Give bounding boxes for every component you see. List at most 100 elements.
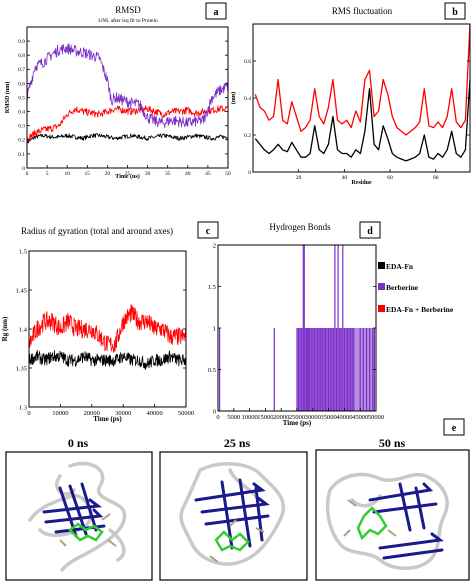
y-tick-label: 0.7 (18, 67, 25, 73)
panel-b-label: b (452, 7, 458, 18)
x-tick-label: 20 (296, 175, 302, 181)
y-tick-label: 0.6 (18, 81, 25, 87)
panel-d: Hydrogen Bonds d 0 5000 10000 15000 20000 250… (208, 221, 384, 427)
y-axis-label-a: RMSD (nm) (4, 82, 11, 114)
y-tick-label: 1.3 (19, 404, 27, 411)
x-tick-label: 40000 (146, 410, 162, 417)
x-axis-label-c: Time (ps) (93, 415, 122, 423)
panel-d-label-box (359, 221, 381, 239)
x-tick-label: 10000 (52, 410, 68, 417)
panel-e: e 0 ns 25 ns 50 ns (5, 418, 470, 581)
x-tick-label: 40000 (336, 414, 352, 421)
panel-b-title: RMS fluctuation (332, 6, 393, 16)
y-tick-label: 0.3 (18, 124, 25, 130)
y-tick-label: 1.35 (16, 365, 27, 372)
y-tick-label: 1.5 (19, 248, 27, 255)
x-tick-label: 30000 (115, 410, 131, 417)
y-tick-label: 0.9 (18, 39, 25, 45)
x-tick-label: 10 (64, 171, 70, 177)
y-tick-label: 0.2 (18, 138, 25, 144)
legend: EDA-Fn Berberine EDA-Fn + Berberine (378, 262, 454, 314)
x-tick-label: 25000 (289, 414, 305, 421)
panel-c: Radius of gyration (total and around axe… (1, 221, 219, 423)
y-tick-label: 0.5 (208, 367, 216, 374)
y-tick-label: 2 (213, 242, 216, 249)
series-line-a-0 (26, 133, 229, 145)
axes-d: 0 5000 10000 15000 20000 25000 30000 35000 40000… (208, 242, 384, 427)
protein-structure-50ns (315, 449, 470, 581)
panel-a-label-box (205, 2, 227, 20)
x-tick-label: 15 (85, 171, 91, 177)
panel-b: RMS fluctuation b 20 40 60 80 0 0.2 0.4 0.6 Resi… (230, 2, 471, 186)
x-tick-label: 15000 (257, 414, 273, 421)
y-tick-label: 0.4 (18, 110, 25, 116)
x-tick-label: 5 (46, 171, 49, 177)
y-tick-label: 0 (248, 170, 251, 176)
legend-label-berberine: Berberine (386, 283, 419, 292)
panel-a-label: a (214, 7, 219, 18)
y-axis-label-c: Rg (nm) (1, 316, 9, 341)
x-tick-label: 50 (225, 171, 231, 177)
x-tick-label: 40 (342, 175, 348, 181)
snapshot-label-25ns: 25 ns (224, 436, 251, 450)
x-axis-label-b: Residue (351, 180, 372, 186)
y-tick-label: 1.45 (16, 287, 27, 294)
panel-a-subtitle: UNL after lsq fit to Protein (98, 17, 158, 24)
y-tick-label: 1 (213, 325, 216, 332)
x-tick-label: 80 (433, 175, 439, 181)
legend-swatch-berberine (378, 283, 385, 290)
panel-b-label-box (444, 2, 466, 20)
legend-label-eda-fn: EDA-Fn (386, 262, 414, 271)
y-tick-label: 0 (22, 166, 25, 172)
panel-e-label: e (452, 423, 457, 434)
protein-structure-25ns (159, 451, 308, 581)
panel-c-label-box (197, 221, 219, 239)
x-tick-label: 35000 (320, 414, 336, 421)
y-tick-label: 1.4 (19, 326, 28, 333)
legend-swatch-eda-fn (378, 262, 385, 269)
panel-c-title: Radius of gyration (total and around axe… (21, 226, 173, 236)
x-tick-label: 50000 (368, 414, 384, 421)
y-tick-label: 0.1 (18, 152, 25, 158)
y-axis-label-b: (nm) (230, 92, 237, 104)
x-tick-label: 35 (165, 171, 171, 177)
series-line-b-0 (254, 23, 471, 136)
x-tick-label: 50000 (178, 410, 194, 417)
x-axis-label-a: Time (ns) (115, 173, 139, 180)
panel-a-title: RMSD (115, 5, 141, 15)
x-tick-label: 25 (125, 171, 131, 177)
x-tick-label: 0 (26, 171, 29, 177)
legend-label-eda-fn-berberine: EDA-Fn + Berberine (386, 305, 454, 314)
y-tick-label: 0.2 (244, 133, 251, 139)
y-tick-label: 0.8 (18, 53, 25, 59)
y-tick-label: 0.5 (18, 95, 25, 101)
x-tick-label: 0 (216, 414, 219, 421)
x-tick-label: 10000 (241, 414, 257, 421)
legend-swatch-eda-fn-berberine (378, 305, 385, 312)
panel-a: RMSD UNL after lsq fit to Protein a 0 5 10… (4, 2, 231, 180)
y-tick-label: 0.4 (244, 96, 251, 102)
x-tick-label: 20000 (84, 410, 100, 417)
series-line-c-1 (28, 349, 187, 370)
series-line-a-1 (26, 105, 229, 142)
x-tick-label: 20 (105, 171, 111, 177)
axes-c: 0 10000 20000 30000 40000 50000 1.3 1.35 1.4 1.45… (1, 248, 194, 423)
panel-c-label: c (206, 226, 211, 237)
x-tick-label: 30000 (305, 414, 321, 421)
x-tick-label: 0 (27, 410, 30, 417)
x-tick-label: 40 (185, 171, 191, 177)
x-tick-label: 60 (387, 175, 393, 181)
y-tick-label: 0.6 (244, 59, 251, 65)
snapshot-label-0ns: 0 ns (68, 436, 89, 450)
axes-b: 20 40 60 80 0 0.2 0.4 0.6 Residue (nm) (230, 23, 471, 186)
x-tick-label: 30 (145, 171, 151, 177)
panel-d-label: d (367, 226, 373, 237)
hbond-band (297, 328, 375, 411)
x-tick-label: 20000 (273, 414, 289, 421)
panel-e-label-box (443, 418, 465, 436)
y-tick-label: 1.5 (208, 284, 216, 291)
series-line-c-0 (28, 303, 187, 353)
snapshot-label-50ns: 50 ns (379, 436, 406, 450)
axes-a: 0 5 10 15 20 25 30 35 40 45 50 0 0.1 0.2 0.3 0.4 0.5 0.6 0… (4, 26, 231, 180)
